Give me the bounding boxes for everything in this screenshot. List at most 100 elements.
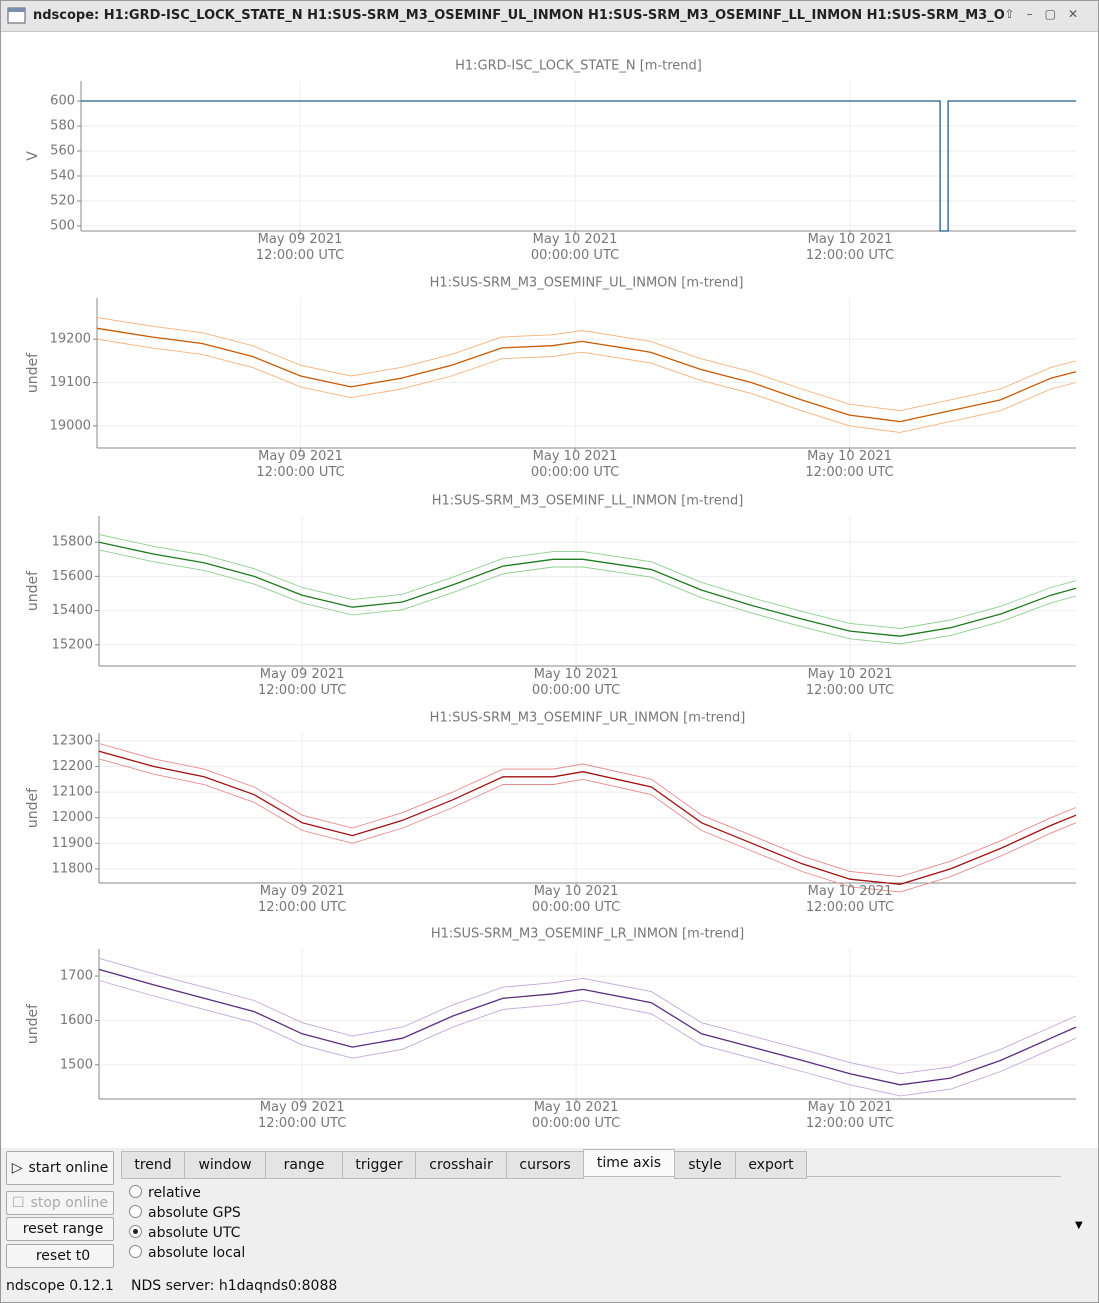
chart-title: H1:SUS-SRM_M3_OSEMINF_UL_INMON [m-trend] — [430, 276, 744, 291]
radio-label: absolute local — [148, 1245, 246, 1261]
radio-option[interactable]: absolute UTC — [129, 1225, 240, 1241]
x-tick-label: May 09 2021 12:00:00 UTC — [256, 449, 345, 480]
series-line — [98, 758, 1077, 893]
y-tick-label: 520 — [50, 194, 75, 209]
series-line — [98, 980, 1077, 1097]
y-tick-label: 600 — [50, 94, 75, 109]
button[interactable]: ▷ start online — [6, 1151, 114, 1185]
y-tick-label: 15200 — [52, 637, 93, 652]
button-label: stop online — [30, 1195, 108, 1211]
y-tick-label: 540 — [50, 169, 75, 184]
radio-circle[interactable] — [129, 1205, 142, 1218]
series-line — [96, 327, 1077, 423]
x-tick-label: May 10 2021 00:00:00 UTC — [531, 667, 621, 698]
series-line — [98, 968, 1077, 1086]
tab[interactable]: trend — [121, 1151, 185, 1179]
y-tick-label: 1500 — [60, 1057, 93, 1072]
y-tick-label: 12200 — [52, 759, 93, 774]
x-tick-label: May 09 2021 12:00:00 UTC — [258, 1100, 347, 1131]
y-axis-label: undef — [25, 787, 41, 828]
series-line — [96, 317, 1077, 412]
radio-label: absolute UTC — [148, 1225, 241, 1241]
y-tick-label: 15800 — [52, 535, 93, 550]
radio-circle[interactable] — [129, 1185, 142, 1198]
x-tick-label: May 09 2021 12:00:00 UTC — [258, 667, 347, 698]
button: ☐ stop online — [6, 1191, 114, 1215]
x-tick-label: May 09 2021 12:00:00 UTC — [255, 232, 345, 263]
tab[interactable]: style — [674, 1151, 736, 1179]
y-tick-label: 15400 — [52, 603, 93, 618]
y-tick-label: 19200 — [50, 332, 91, 347]
button-label: start online — [28, 1160, 109, 1176]
y-tick-label: 11800 — [52, 861, 93, 876]
y-tick-label: 560 — [50, 144, 75, 159]
title-bar: ndscope: H1:GRD-ISC_LOCK_STATE_N H1:SUS-… — [1, 1, 1098, 32]
radio-option[interactable]: absolute GPS — [129, 1205, 241, 1221]
button-icon: ☐ — [12, 1195, 25, 1211]
x-tick-label: May 10 2021 00:00:00 UTC — [531, 884, 621, 915]
tab[interactable]: time axis — [583, 1149, 675, 1177]
series-line — [98, 541, 1077, 637]
y-tick-label: 1600 — [60, 1013, 93, 1028]
server: NDS server: h1daqnds0:8088 — [131, 1278, 338, 1294]
radio-label: relative — [148, 1185, 201, 1201]
radio-label: absolute GPS — [148, 1205, 241, 1221]
chart-title: H1:SUS-SRM_M3_OSEMINF_UR_INMON [m-trend] — [430, 711, 746, 726]
window-buttons[interactable]: ⇧–▢✕ — [1004, 7, 1090, 21]
y-tick-label: 580 — [50, 119, 75, 134]
chart-title: H1:SUS-SRM_M3_OSEMINF_LR_INMON [m-trend] — [431, 927, 744, 942]
chart-title: H1:SUS-SRM_M3_OSEMINF_LL_INMON [m-trend] — [432, 494, 744, 509]
radio-option[interactable]: absolute local — [129, 1245, 245, 1261]
y-tick-label: 12000 — [52, 810, 93, 825]
tab[interactable]: trigger — [342, 1151, 416, 1179]
y-tick-label: 12300 — [52, 733, 93, 748]
button-label: reset range — [22, 1221, 104, 1237]
radio-circle[interactable] — [129, 1225, 142, 1238]
y-tick-label: 19100 — [50, 375, 91, 390]
y-axis-label: undef — [25, 570, 41, 611]
y-axis-label: undef — [25, 352, 41, 393]
series-line — [98, 743, 1077, 878]
x-tick-label: May 10 2021 00:00:00 UTC — [530, 232, 620, 263]
tab[interactable]: window — [184, 1151, 266, 1179]
y-axis-label: undef — [25, 1003, 41, 1044]
x-tick-label: May 10 2021 12:00:00 UTC — [805, 449, 894, 480]
radio-circle[interactable] — [129, 1245, 142, 1258]
y-tick-label: 15600 — [52, 569, 93, 584]
tab[interactable]: cursors — [506, 1151, 584, 1179]
series-line — [98, 750, 1077, 885]
radio-option[interactable]: relative — [129, 1185, 201, 1201]
x-tick-label: May 10 2021 12:00:00 UTC — [805, 1100, 895, 1131]
x-tick-label: May 10 2021 12:00:00 UTC — [805, 232, 895, 263]
tab[interactable]: range — [265, 1151, 343, 1179]
x-tick-label: May 10 2021 12:00:00 UTC — [805, 667, 895, 698]
series-line — [81, 100, 1076, 232]
y-axis-label: V — [25, 151, 41, 161]
app-icon — [7, 7, 26, 24]
y-tick-label: 1700 — [60, 969, 93, 984]
button-label: reset t0 — [35, 1248, 91, 1264]
series-line — [98, 534, 1077, 629]
dropdown-arrow[interactable]: ▼ — [1075, 1220, 1083, 1231]
y-tick-label: 12100 — [52, 785, 93, 800]
series-line — [98, 549, 1077, 645]
y-tick-label: 500 — [50, 219, 75, 234]
button-icon: ▷ — [11, 1160, 23, 1176]
x-tick-label: May 10 2021 00:00:00 UTC — [530, 449, 620, 480]
y-tick-label: 19000 — [50, 418, 91, 433]
series-line — [96, 338, 1077, 433]
x-tick-label: May 10 2021 00:00:00 UTC — [531, 1100, 621, 1131]
charts: H1:GRD-ISC_LOCK_STATE_N [m-trend] V 500 520… — [25, 59, 1077, 1103]
chart-title: H1:GRD-ISC_LOCK_STATE_N [m-trend] — [455, 59, 702, 74]
window-title: ndscope: H1:GRD-ISC_LOCK_STATE_N H1:SUS-… — [33, 8, 1005, 23]
button[interactable]: reset t0 — [6, 1244, 114, 1268]
y-tick-label: 11900 — [52, 836, 93, 851]
tab[interactable]: export — [735, 1151, 807, 1179]
button[interactable]: reset range — [6, 1217, 114, 1241]
x-tick-label: May 10 2021 12:00:00 UTC — [805, 884, 895, 915]
tab[interactable]: crosshair — [415, 1151, 507, 1179]
x-tick-label: May 09 2021 12:00:00 UTC — [258, 884, 347, 915]
series-line — [98, 957, 1077, 1075]
version: ndscope 0.12.1 — [6, 1278, 114, 1294]
